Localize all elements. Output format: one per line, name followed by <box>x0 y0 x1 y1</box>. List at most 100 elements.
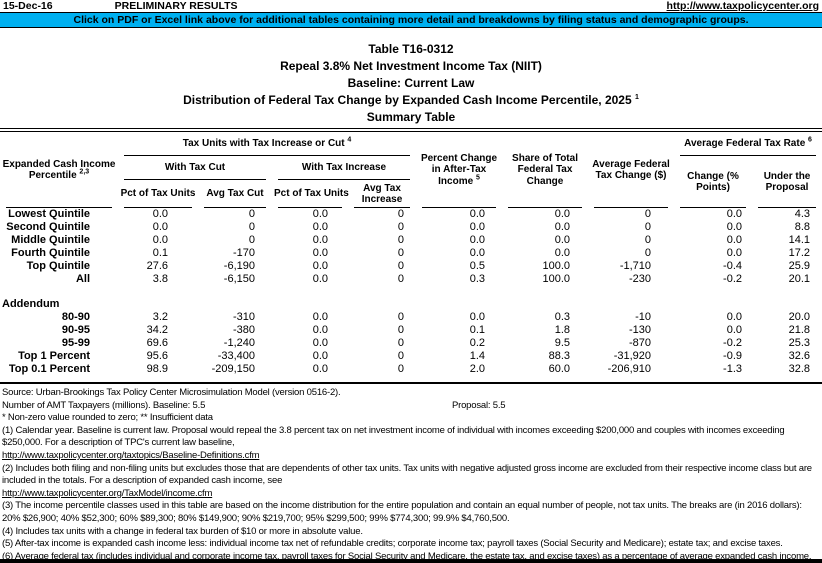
cell: 0 <box>397 247 405 259</box>
cell: 20.1 <box>788 273 811 285</box>
row-label: Top Quintile <box>26 260 90 272</box>
amt-taxpayers-line: Number of AMT Taxpayers (millions). Base… <box>2 399 506 411</box>
cell: 0 <box>644 234 652 246</box>
cell: 0.5 <box>469 260 486 272</box>
cell: 0.1 <box>469 324 486 336</box>
cell: 0.0 <box>312 208 328 220</box>
footnote-link[interactable]: http://www.taxpolicycenter.org/TaxModel/… <box>2 487 213 499</box>
source-line: Source: Urban-Brookings Tax Policy Cente… <box>2 387 341 398</box>
proposal-title: Repeal 3.8% Net Investment Income Tax (N… <box>280 59 542 73</box>
cell: 0.0 <box>554 234 571 246</box>
header-pct-change-after-tax-income: Percent Change in After-Tax Income 5 <box>416 130 503 208</box>
title-block: Table T16-0312 Repeal 3.8% Net Investmen… <box>0 41 822 126</box>
bottom-rule <box>0 559 822 563</box>
cell: 0 <box>644 208 652 220</box>
table-header: Expanded Cash Income Percentile 2,3 Tax … <box>0 130 822 208</box>
footnote-ref-6: 6 <box>808 136 812 144</box>
cell: 0.0 <box>554 221 571 233</box>
header-pct-tax-units-increase: Pct of Tax Units <box>272 180 349 208</box>
cell: 20.0 <box>788 311 811 323</box>
cell: 0 <box>397 350 405 362</box>
cell: 100.0 <box>542 260 571 272</box>
footnotes-block: Source: Urban-Brookings Tax Policy Cente… <box>0 384 822 563</box>
cell: 0.0 <box>726 208 743 220</box>
footnote: (4) Includes tax units with a change in … <box>2 525 363 537</box>
cell: 0.0 <box>312 234 328 246</box>
cell: 25.9 <box>788 260 811 272</box>
cell: 2.0 <box>469 363 486 375</box>
row-label: 80-90 <box>61 311 90 323</box>
row-label: 90-95 <box>61 324 90 336</box>
cell: 0 <box>248 208 255 220</box>
cell: -230 <box>628 273 652 285</box>
cell: 0.0 <box>554 247 571 259</box>
cell: 0.1 <box>152 247 168 259</box>
row-label: Lowest Quintile <box>8 208 90 220</box>
cell: 8.8 <box>794 221 811 233</box>
cell: 0.0 <box>726 221 743 233</box>
site-url-link[interactable]: http://www.taxpolicycenter.org <box>666 0 819 12</box>
cell: 0.0 <box>469 208 486 220</box>
table-row: Second Quintile 0.0 0 0.0 0 0.0 0.0 0 0.0 8.8 <box>0 221 822 234</box>
cell: -206,910 <box>607 363 652 375</box>
cell: 25.3 <box>788 337 811 349</box>
addendum-section: Addendum <box>0 286 822 311</box>
cell: 0 <box>397 260 405 272</box>
cell: -310 <box>232 311 255 323</box>
cell: 34.2 <box>146 324 168 336</box>
cell: 0.2 <box>469 337 486 349</box>
cell: 0.0 <box>726 311 743 323</box>
header-avg-tax-increase: Avg Tax Increase <box>348 180 417 208</box>
cell: -1.3 <box>723 363 743 375</box>
table-row: Top 0.1 Percent 98.9 -209,150 0.0 0 2.0 60.0 -2… <box>0 363 822 376</box>
cell: 27.6 <box>146 260 168 272</box>
header-with-tax-increase: With Tax Increase <box>272 156 417 180</box>
cell: 100.0 <box>542 273 571 285</box>
cell: -209,150 <box>211 363 255 375</box>
spacer-row <box>0 286 822 298</box>
cell: 98.9 <box>146 363 168 375</box>
table-row: 95-99 69.6 -1,240 0.0 0 0.2 9.5 -870 -0.2 25.3 <box>0 337 822 350</box>
cell: 3.8 <box>152 273 168 285</box>
cell: 0 <box>397 234 405 246</box>
cell: 0.0 <box>312 273 328 285</box>
cell: 0.0 <box>312 350 328 362</box>
row-label: All <box>75 273 90 285</box>
cell: 0 <box>248 234 255 246</box>
footnote: (5) After-tax income is expanded cash in… <box>2 538 783 550</box>
distribution-title: Distribution of Federal Tax Change by Ex… <box>183 93 639 107</box>
header-pct-tax-units-cut: Pct of Tax Units <box>118 180 198 208</box>
addendum-rows: 80-90 3.2 -310 0.0 0 0.0 0.3 -10 0.0 20.0 90-95 34.… <box>0 311 822 376</box>
date-label: 15-Dec-16 <box>3 0 53 12</box>
cell: 0.0 <box>726 234 743 246</box>
header-rate-under-proposal: Under the Proposal <box>752 156 822 208</box>
footnote-link[interactable]: http://www.taxpolicycenter.org/taxtopics… <box>2 449 260 461</box>
footnote-ref-5: 5 <box>475 174 480 182</box>
table-row: Top Quintile 27.6 -6,190 0.0 0 0.5 100.0 -1,710… <box>0 260 822 273</box>
cell: -1,710 <box>619 260 652 272</box>
cell: 0 <box>644 221 652 233</box>
header-group-tax-units: Tax Units with Tax Increase or Cut 4 <box>118 130 417 156</box>
cell: 0.0 <box>312 337 328 349</box>
cell: 0.0 <box>469 247 486 259</box>
footnote-ref-23: 2,3 <box>79 168 90 176</box>
table-row: All 3.8 -6,150 0.0 0 0.3 100.0 -230 -0.2 20.1 <box>0 273 822 286</box>
cell: 60.0 <box>548 363 571 375</box>
header-share-of-total: Share of Total Federal Tax Change <box>502 130 589 208</box>
cell: -0.4 <box>723 260 743 272</box>
cell: -170 <box>232 247 255 259</box>
cell: 1.4 <box>469 350 486 362</box>
cell: 0.0 <box>469 311 486 323</box>
cell: -380 <box>232 324 255 336</box>
cell: 95.6 <box>146 350 168 362</box>
cell: 0.0 <box>152 234 168 246</box>
footnote-ref-1: 1 <box>635 94 639 101</box>
header-group-avg-federal-tax-rate: Average Federal Tax Rate 6 <box>674 130 822 156</box>
cell: 0 <box>397 324 405 336</box>
cell: 17.2 <box>788 247 811 259</box>
footnote: (1) Calendar year. Baseline is current l… <box>2 424 785 449</box>
cell: 0.0 <box>469 221 486 233</box>
header-income-percentile: Expanded Cash Income Percentile 2,3 <box>0 130 118 208</box>
cell: 32.8 <box>788 363 811 375</box>
